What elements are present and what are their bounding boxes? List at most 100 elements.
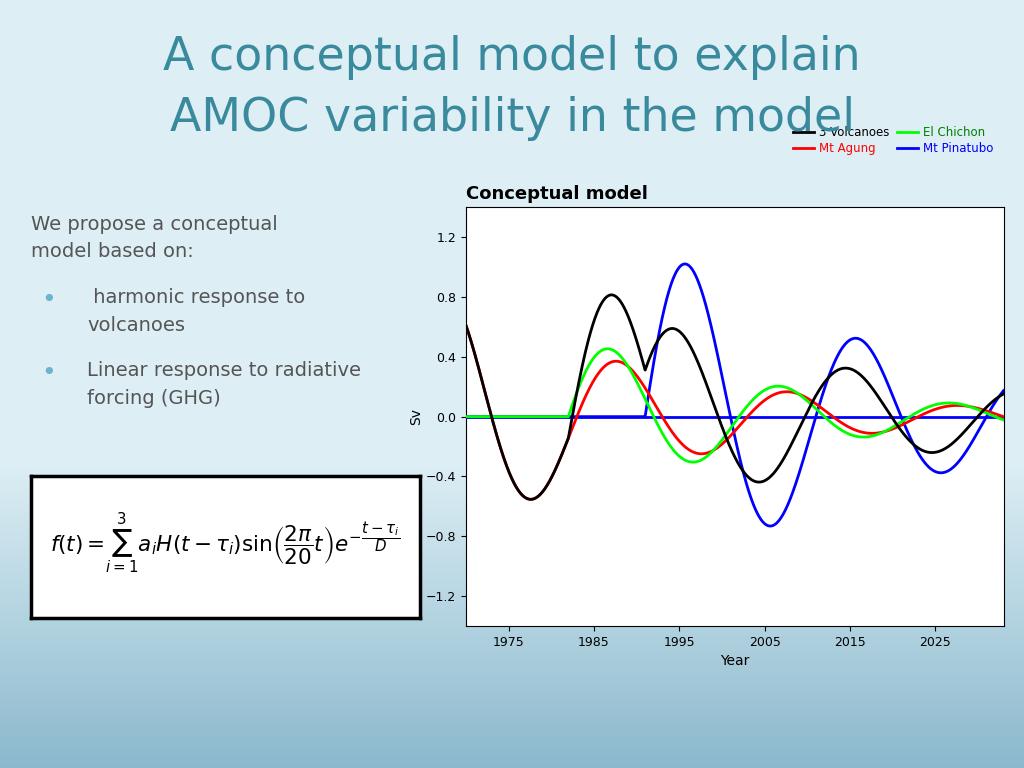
- Bar: [0, 740, 1024, 743]
- Bar: [0, 266, 1024, 269]
- Bar: [0, 622, 1024, 624]
- Bar: [0, 330, 1024, 333]
- Bar: [0, 551, 1024, 553]
- Bar: [0, 79, 1024, 82]
- Bar: [0, 515, 1024, 517]
- Bar: [0, 530, 1024, 532]
- Bar: [0, 453, 1024, 455]
- Bar: [0, 766, 1024, 768]
- Bar: [0, 463, 1024, 466]
- Bar: [0, 545, 1024, 548]
- Bar: [0, 392, 1024, 394]
- Bar: [0, 461, 1024, 463]
- Bar: [0, 412, 1024, 415]
- Bar: [0, 197, 1024, 200]
- Bar: [0, 74, 1024, 77]
- Bar: [0, 732, 1024, 735]
- Bar: [0, 54, 1024, 56]
- Bar: [0, 697, 1024, 699]
- Bar: [0, 133, 1024, 136]
- Bar: [0, 171, 1024, 174]
- Bar: [0, 187, 1024, 190]
- Bar: [0, 213, 1024, 215]
- Bar: [0, 169, 1024, 171]
- Bar: [0, 305, 1024, 307]
- Bar: [0, 177, 1024, 179]
- Bar: [0, 492, 1024, 494]
- Bar: [0, 668, 1024, 670]
- Bar: [0, 724, 1024, 727]
- Bar: [0, 543, 1024, 545]
- Bar: [0, 466, 1024, 468]
- Bar: [0, 94, 1024, 98]
- Bar: [0, 482, 1024, 484]
- Bar: [0, 315, 1024, 317]
- Bar: [0, 154, 1024, 156]
- Bar: [0, 561, 1024, 563]
- Bar: [0, 502, 1024, 505]
- Bar: [0, 512, 1024, 515]
- Bar: [0, 624, 1024, 627]
- Bar: [0, 25, 1024, 28]
- Bar: [0, 274, 1024, 276]
- Bar: [0, 522, 1024, 525]
- Bar: [0, 432, 1024, 435]
- Text: AMOC variability in the model: AMOC variability in the model: [170, 96, 854, 141]
- Bar: [0, 497, 1024, 499]
- Text: A conceptual model to explain: A conceptual model to explain: [163, 35, 861, 80]
- Bar: [0, 192, 1024, 194]
- Bar: [0, 353, 1024, 356]
- Bar: [0, 568, 1024, 571]
- Bar: [0, 478, 1024, 482]
- Bar: [0, 676, 1024, 678]
- Bar: [0, 59, 1024, 61]
- Bar: [0, 486, 1024, 489]
- Bar: [0, 689, 1024, 691]
- Bar: [0, 279, 1024, 282]
- Bar: [0, 525, 1024, 528]
- Bar: [0, 246, 1024, 248]
- X-axis label: Year: Year: [720, 654, 750, 668]
- Bar: [0, 535, 1024, 538]
- Bar: [0, 617, 1024, 620]
- Bar: [0, 336, 1024, 338]
- Bar: [0, 384, 1024, 386]
- Bar: [0, 297, 1024, 300]
- Text: forcing (GHG): forcing (GHG): [87, 389, 221, 409]
- Bar: [0, 614, 1024, 617]
- Bar: [0, 476, 1024, 478]
- Bar: [0, 110, 1024, 113]
- Bar: [0, 468, 1024, 471]
- Bar: [0, 8, 1024, 10]
- Bar: [0, 758, 1024, 760]
- Text: model based on:: model based on:: [31, 242, 194, 261]
- Bar: [0, 82, 1024, 84]
- Bar: [0, 131, 1024, 133]
- Bar: [0, 660, 1024, 663]
- Bar: [0, 240, 1024, 243]
- Bar: [0, 540, 1024, 543]
- Bar: [0, 320, 1024, 323]
- Bar: [0, 374, 1024, 376]
- Bar: [0, 328, 1024, 330]
- Text: •: •: [41, 288, 55, 312]
- Bar: [0, 448, 1024, 451]
- Bar: [0, 712, 1024, 714]
- Bar: [0, 653, 1024, 655]
- Bar: [0, 292, 1024, 294]
- Bar: [0, 499, 1024, 502]
- Bar: [0, 430, 1024, 432]
- Bar: [0, 632, 1024, 635]
- Bar: [0, 484, 1024, 486]
- Bar: [0, 71, 1024, 74]
- Bar: [0, 658, 1024, 660]
- Bar: [0, 220, 1024, 223]
- Bar: [0, 156, 1024, 159]
- Bar: [0, 100, 1024, 102]
- Bar: [0, 397, 1024, 399]
- Bar: [0, 445, 1024, 448]
- Bar: [0, 494, 1024, 497]
- Bar: [0, 113, 1024, 115]
- Bar: [0, 21, 1024, 23]
- Bar: [0, 553, 1024, 555]
